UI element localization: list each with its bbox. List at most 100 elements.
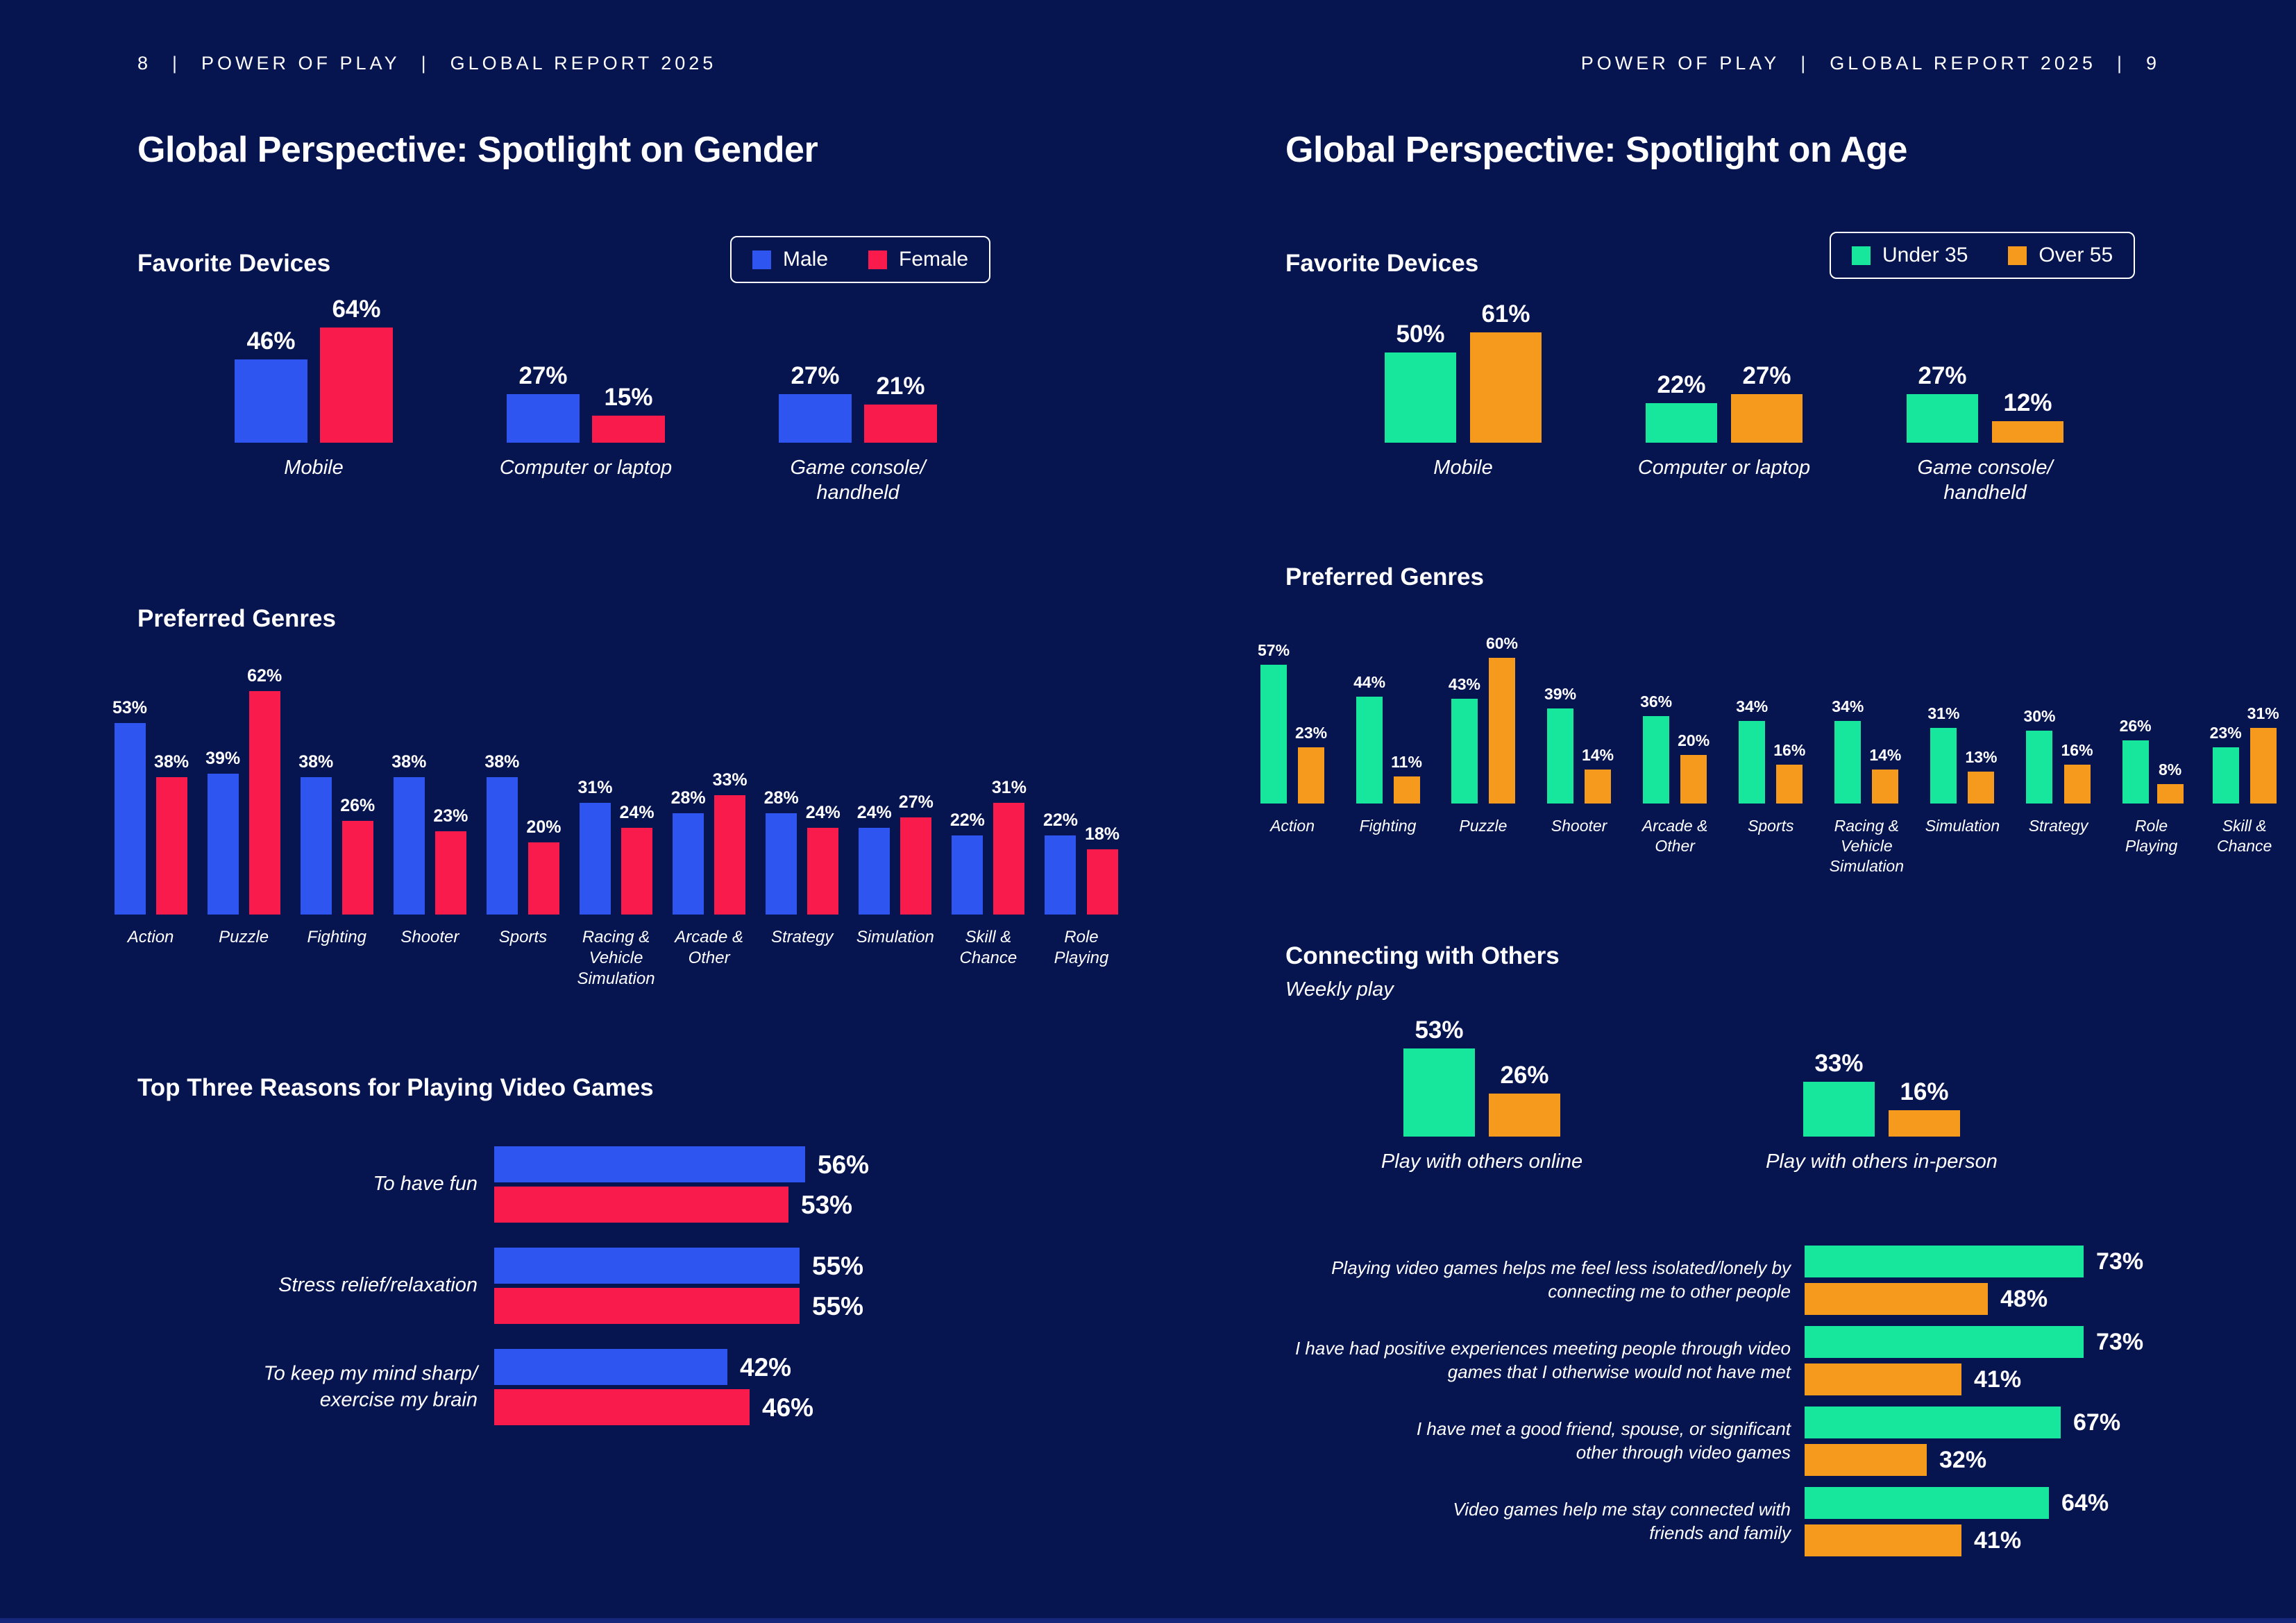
bar-wrap-female-fighting: 26%: [340, 797, 375, 915]
header-separator: |: [172, 53, 181, 74]
bar-group-simulation: 24% 27% Simulation: [856, 792, 934, 947]
bar-under-35-shooter: [1547, 708, 1574, 804]
bar-value-female-simulation: 27%: [898, 792, 934, 812]
bar-wrap-under-35-strategy: 30%: [2023, 708, 2056, 804]
bar-group-arcade-other: 36% 20% Arcade & Other: [1640, 694, 1710, 855]
bar-group-skill-chance: 22% 31% Skill & Chance: [950, 779, 1027, 968]
header-separator: |: [2116, 53, 2125, 74]
hbar-under-35-playing-video-games-helps-me-f: [1805, 1246, 2084, 1277]
hbar-over-55-i-have-met-a-good-friend-spous: [1805, 1444, 1927, 1476]
hbar-under-35-i-have-met-a-good-friend-spous: [1805, 1407, 2061, 1438]
bar-wrap-male-shooter: 38%: [391, 754, 426, 915]
bar-wrap-over-55-mobile: 61%: [1470, 302, 1542, 443]
bar-group-strategy: 28% 24% Strategy: [764, 790, 841, 947]
header-separator: |: [421, 53, 430, 74]
category-label-game-console-handheld: Game console/ handheld: [1917, 457, 2053, 504]
bar-male-strategy: [766, 813, 797, 915]
bar-over-55-play-with-others-online: [1489, 1094, 1560, 1137]
hbar-row-over-55-i-have-had-positive-experience: 41%: [1805, 1363, 2021, 1395]
legend-label: Male: [783, 248, 829, 271]
hbar-value-male-to-keep-my-mind-sharp-exercise: 42%: [740, 1352, 792, 1382]
section-heading-genres: Preferred Genres: [1285, 563, 1484, 590]
bar-value-female-mobile: 64%: [332, 296, 381, 323]
bar-male-puzzle: [207, 774, 239, 915]
page-title-gender: Global Perspective: Spotlight on Gender: [137, 130, 818, 170]
bar-wrap-over-55-skill-chance: 31%: [2247, 706, 2279, 804]
bar-wrap-over-55-arcade-other: 20%: [1678, 733, 1710, 804]
hbar-label-i-have-had-positive-experiences-meeting-: I have had positive experiences meeting …: [1294, 1338, 1791, 1382]
bar-wrap-over-55-fighting: 11%: [1391, 754, 1422, 804]
bar-value-male-simulation: 24%: [856, 803, 892, 822]
bar-value-male-fighting: 38%: [298, 752, 334, 772]
bar-value-over-55-computer-or-laptop: 27%: [1742, 362, 1791, 389]
bar-female-mobile: [320, 328, 393, 443]
bar-wrap-male-role-playing: 22%: [1043, 812, 1078, 915]
hbar-row-male-stress-relief-relaxation: 55%: [494, 1248, 863, 1284]
hbar-value-under-35-video-games-help-me-stay-conne: 64%: [2061, 1490, 2109, 1516]
bar-value-under-35-mobile: 50%: [1396, 321, 1445, 348]
page-number: 9: [2145, 53, 2160, 74]
bar-wrap-male-strategy: 28%: [764, 790, 799, 915]
bar-wrap-under-35-skill-chance: 23%: [2210, 725, 2242, 804]
legend-item-over55: Over 55: [2008, 244, 2113, 267]
bar-over-55-action: [1298, 747, 1325, 804]
bar-wrap-male-computer-or-laptop: 27%: [507, 364, 580, 443]
bar-value-over-55-arcade-other: 20%: [1678, 731, 1710, 749]
category-label-puzzle: Puzzle: [219, 928, 269, 946]
chart-gender-devices: 46% 64% Mobile 27% 15% Computer or laptop 27% 2…: [235, 284, 937, 504]
hbar-over-55-video-games-help-me-stay-conne: [1805, 1524, 1961, 1556]
bar-wrap-under-35-shooter: 39%: [1544, 686, 1576, 804]
bar-value-over-55-play-with-others-online: 26%: [1500, 1062, 1549, 1089]
bar-over-55-sports: [1776, 765, 1803, 804]
bar-value-female-shooter: 23%: [433, 806, 469, 826]
bar-value-over-55-game-console-handheld: 12%: [2003, 389, 2052, 416]
category-label-sports: Sports: [1747, 817, 1794, 835]
bar-under-35-arcade-other: [1643, 716, 1670, 804]
bar-female-arcade-other: [714, 795, 746, 915]
bar-value-male-computer-or-laptop: 27%: [518, 362, 568, 389]
bar-value-male-arcade-other: 28%: [670, 788, 706, 808]
bar-wrap-male-game-console-handheld: 27%: [779, 364, 852, 443]
bar-group-role-playing: 26% 8% Role Playing: [2120, 718, 2184, 855]
chart-gender-reasons: To have fun 56% 53% Stress relief/relaxatio…: [125, 1146, 911, 1450]
bar-value-male-shooter: 38%: [391, 752, 427, 772]
bar-group-shooter: 39% 14% Shooter: [1544, 686, 1614, 835]
bar-group-mobile: 46% 64% Mobile: [235, 296, 393, 479]
bar-under-35-action: [1260, 665, 1288, 804]
category-label-fighting: Fighting: [307, 928, 366, 946]
bar-under-35-play-with-others-online: [1403, 1048, 1475, 1137]
category-label-arcade-other: Arcade & Other: [1641, 817, 1708, 855]
bar-under-35-mobile: [1385, 352, 1456, 443]
hbar-row-under-35-playing-video-games-helps-me-f: 73%: [1805, 1246, 2143, 1277]
bar-female-role-playing: [1086, 849, 1118, 915]
bar-value-over-55-fighting: 11%: [1391, 753, 1422, 771]
hbar-female-to-keep-my-mind-sharp-exercise: [494, 1389, 750, 1425]
bar-value-under-35-puzzle: 43%: [1448, 675, 1480, 693]
category-label-simulation: Simulation: [1925, 817, 2000, 835]
bar-female-computer-or-laptop: [592, 416, 665, 443]
chart-age-weekly: 53% 26% Play with others online 33% 16% Play …: [1381, 1007, 1998, 1173]
hbar-female-stress-relief-relaxation: [494, 1288, 800, 1324]
bar-female-game-console-handheld: [864, 405, 937, 443]
hbar-row-over-55-i-have-met-a-good-friend-spous: 32%: [1805, 1444, 1986, 1476]
header-brand: POWER OF PLAY: [201, 53, 400, 74]
hbar-under-35-video-games-help-me-stay-conne: [1805, 1487, 2049, 1519]
bar-value-male-sports: 38%: [484, 752, 520, 772]
category-label-fighting: Fighting: [1359, 817, 1417, 835]
category-label-mobile: Mobile: [1433, 457, 1493, 479]
bar-wrap-under-35-mobile: 50%: [1385, 322, 1456, 443]
hbar-row-under-35-video-games-help-me-stay-conne: 64%: [1805, 1487, 2109, 1519]
bar-group-puzzle: 39% 62% Puzzle: [205, 668, 282, 947]
bar-value-under-35-computer-or-laptop: 22%: [1657, 371, 1706, 398]
bar-under-35-skill-chance: [2212, 747, 2239, 804]
bar-wrap-over-55-play-with-others-in-person: 16%: [1889, 1080, 1960, 1137]
bar-wrap-female-shooter: 23%: [433, 808, 468, 915]
bar-wrap-over-55-computer-or-laptop: 27%: [1731, 364, 1803, 443]
page-number: 8: [137, 53, 152, 74]
hbar-row-male-to-have-fun: 56%: [494, 1146, 869, 1182]
page-header-left: 8 | POWER OF PLAY | GLOBAL REPORT 2025: [137, 53, 716, 74]
category-label-skill-chance: Skill & Chance: [959, 928, 1018, 967]
bar-wrap-female-computer-or-laptop: 15%: [592, 385, 665, 443]
bar-group-game-console-handheld: 27% 21% Game console/ handheld: [779, 364, 937, 504]
section-heading-connecting: Connecting with Others: [1285, 942, 1560, 969]
